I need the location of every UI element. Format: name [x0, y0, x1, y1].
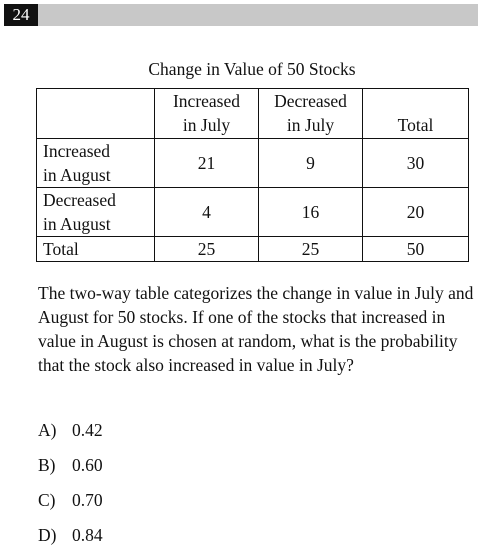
choice-text: 0.70 [72, 490, 103, 510]
table-row-increased-august: Increased in August 21 9 30 [36, 138, 469, 188]
column-header-total: Total [362, 88, 469, 139]
column-header-decreased-july: Decreased in July [258, 88, 363, 139]
table-cell: 4 [154, 187, 259, 237]
column-header-line: in July [286, 115, 335, 135]
answer-choice-c[interactable]: C) 0.70 [38, 488, 338, 523]
table-cell: 20 [362, 187, 469, 237]
two-way-table: Increased in July Decreased in July Tota… [36, 88, 469, 262]
row-header-line: Decreased [43, 190, 116, 210]
table-cell: 50 [362, 236, 469, 262]
table-row-total: Total 25 25 50 [36, 236, 469, 262]
choice-text: 0.84 [72, 525, 103, 545]
question-header-bar: 24 [4, 4, 478, 26]
table-corner-cell [36, 88, 155, 139]
row-header-increased-august: Increased in August [36, 138, 155, 188]
choice-text: 0.60 [72, 455, 103, 475]
choice-letter: A) [38, 420, 57, 440]
table-header-row: Increased in July Decreased in July Tota… [36, 88, 469, 139]
column-header-line: in July [182, 115, 231, 135]
table-cell: 9 [258, 138, 363, 188]
answer-choices: A) 0.42 B) 0.60 C) 0.70 D) 0.84 [38, 418, 338, 558]
table-cell: 30 [362, 138, 469, 188]
column-header-line: Decreased [274, 91, 347, 111]
question-number: 24 [4, 4, 38, 26]
answer-choice-a[interactable]: A) 0.42 [38, 418, 338, 453]
choice-letter: D) [38, 525, 57, 545]
row-header-decreased-august: Decreased in August [36, 187, 155, 237]
column-header-increased-july: Increased in July [154, 88, 259, 139]
table-cell: 25 [258, 236, 363, 262]
choice-text: 0.42 [72, 420, 103, 440]
table-title: Change in Value of 50 Stocks [148, 59, 356, 79]
row-header-total: Total [36, 236, 155, 262]
table-cell: 21 [154, 138, 259, 188]
choice-letter: C) [38, 490, 56, 510]
table-cell: 25 [154, 236, 259, 262]
column-header-line: Increased [172, 91, 241, 111]
answer-choice-b[interactable]: B) 0.60 [38, 453, 338, 488]
table-cell: 16 [258, 187, 363, 237]
row-header-line: in August [43, 214, 111, 234]
table-row-decreased-august: Decreased in August 4 16 20 [36, 187, 469, 237]
row-header-line: in August [43, 165, 111, 185]
row-header-line: Increased [43, 141, 111, 161]
question-prompt: The two-way table categorizes the change… [38, 283, 474, 375]
answer-choice-d[interactable]: D) 0.84 [38, 523, 338, 558]
choice-letter: B) [38, 455, 56, 475]
column-header-line: Total [397, 115, 434, 135]
